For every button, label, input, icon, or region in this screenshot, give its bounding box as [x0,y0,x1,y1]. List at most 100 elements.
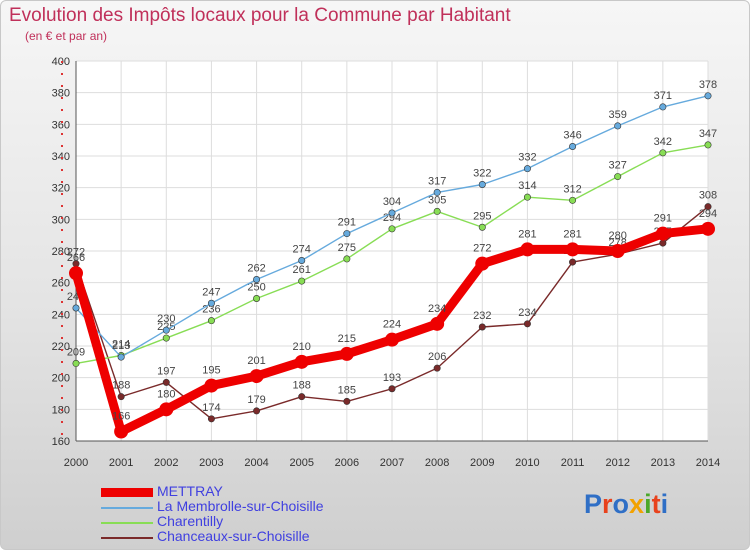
data-label: 342 [654,136,672,148]
data-label: 214 [112,339,130,351]
data-point [478,223,486,231]
x-tick-label: 2003 [199,457,223,469]
data-point [523,193,531,201]
data-label: 317 [428,175,446,187]
x-tick-label: 2008 [425,457,449,469]
data-label: 210 [293,341,311,353]
y-tick-label: 200 [52,373,70,385]
x-tick-label: 2014 [696,457,720,469]
x-tick-label: 2007 [380,457,404,469]
data-point [569,143,577,151]
data-label: 206 [428,351,446,363]
data-point [114,424,129,439]
data-point [565,242,580,257]
x-tick-label: 2001 [109,457,133,469]
data-point [523,320,531,328]
legend-swatch [101,522,153,524]
data-label: 295 [473,210,491,222]
data-point [610,244,625,258]
data-point [162,326,170,334]
x-tick-label: 2005 [289,457,313,469]
y-tick-label: 360 [52,119,70,131]
data-point [207,299,215,307]
y-tick-label: 260 [52,278,70,290]
data-label: 327 [609,160,627,172]
data-point [298,393,306,401]
data-label: 185 [338,384,356,396]
data-label: 213 [112,340,130,352]
data-label: 188 [293,380,311,392]
data-label: 281 [563,228,581,240]
data-point [343,230,351,238]
data-label: 280 [609,230,627,242]
data-point [659,239,667,247]
logo-letter: i [660,489,669,519]
data-point [204,378,219,393]
data-point [388,209,396,217]
chart-subtitle: (en € et par an) [25,29,108,43]
data-label: 230 [157,313,175,325]
legend-label: Charentilly [157,513,224,529]
data-label: 291 [338,217,356,229]
legend-label: La Membrolle-sur-Choisille [157,498,324,514]
data-point [207,415,215,423]
data-point [704,92,712,100]
data-label: 291 [654,213,672,225]
data-label: 314 [518,180,536,192]
data-label: 294 [699,208,717,220]
data-label: 179 [247,394,265,406]
data-point [162,378,170,386]
chart-title: Evolution des Impôts locaux pour la Comm… [9,5,511,26]
data-label: 262 [247,263,265,275]
x-tick-label: 2012 [605,457,629,469]
x-tick-label: 2004 [244,457,268,469]
data-point [207,317,215,325]
data-label: 166 [112,411,130,423]
data-label: 322 [473,168,491,180]
data-label: 261 [293,264,311,276]
data-point [430,316,445,331]
logo-letter: P [584,489,603,519]
data-point [72,304,80,312]
data-label: 275 [338,242,356,254]
data-label: 305 [428,194,446,206]
data-label: 215 [338,333,356,345]
data-label: 274 [293,244,311,256]
y-tick-label: 300 [52,214,70,226]
legend-label: Chanceaux-sur-Choisille [157,528,310,544]
x-tick-label: 2010 [515,457,539,469]
logo-letter: o [612,489,630,519]
x-tick-label: 2013 [651,457,675,469]
data-point [385,332,399,347]
y-tick-label: 320 [52,183,70,195]
data-point [343,255,351,263]
y-tick-label: 220 [52,341,70,353]
data-point [701,221,715,236]
data-point [253,407,261,415]
y-tick-label: 340 [52,151,70,163]
data-point [162,334,170,342]
data-point [478,181,486,189]
data-label: 188 [112,380,130,392]
x-tick-label: 2006 [335,457,359,469]
data-label: 272 [67,247,85,259]
data-label: 247 [202,286,220,298]
data-label: 281 [518,228,536,240]
data-label: 174 [202,402,220,414]
legend-label: METTRAY [157,483,223,499]
data-point [69,266,83,281]
data-point [117,353,125,361]
data-label: 250 [247,282,265,294]
data-label: 312 [563,183,581,195]
y-tick-label: 400 [52,56,70,68]
data-point [253,275,261,283]
data-point [388,385,396,393]
data-label: 346 [563,130,581,142]
data-point [614,173,622,181]
data-point [298,256,306,264]
data-label: 180 [157,388,175,400]
data-point [614,122,622,130]
logo-letter: t [651,489,661,519]
data-point [704,203,712,211]
